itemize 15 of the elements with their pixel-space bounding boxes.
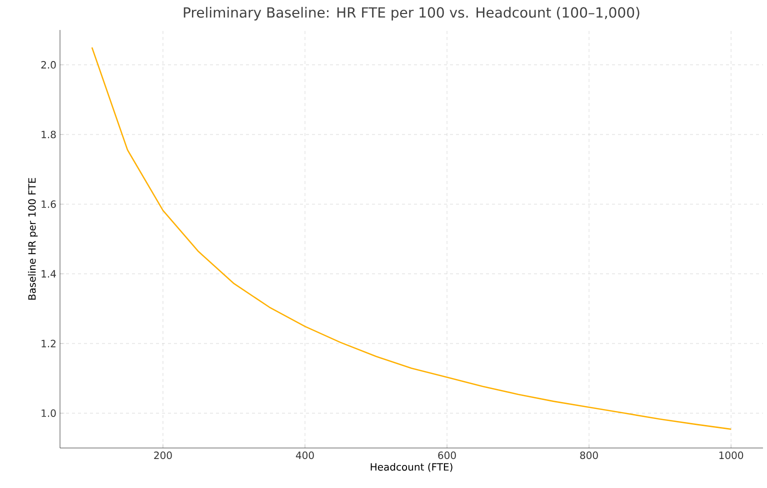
x-tick-label: 600 [438,452,456,460]
x-tick-label: 800 [580,452,598,460]
x-tick-label: 400 [296,452,314,460]
y-axis-title: Baseline HR per 100 FTE [28,178,38,300]
x-axis-title: Headcount (FTE) [370,462,452,472]
y-tick-label: 1.8 [42,130,56,138]
y-tick-label: 1.6 [42,200,56,208]
x-tick-label: 1000 [719,452,744,460]
y-tick-label: 2.0 [41,61,56,69]
x-tick-label: 200 [154,452,172,460]
y-tick-label: 1.4 [42,270,56,278]
chart-title: Preliminary Baseline: HR FTE per 100 vs. Headcount (100–1,000) [184,6,640,20]
y-tick-label: 1.0 [42,409,56,417]
line-series [91,46,732,430]
y-tick-label: 1.2 [42,340,56,348]
